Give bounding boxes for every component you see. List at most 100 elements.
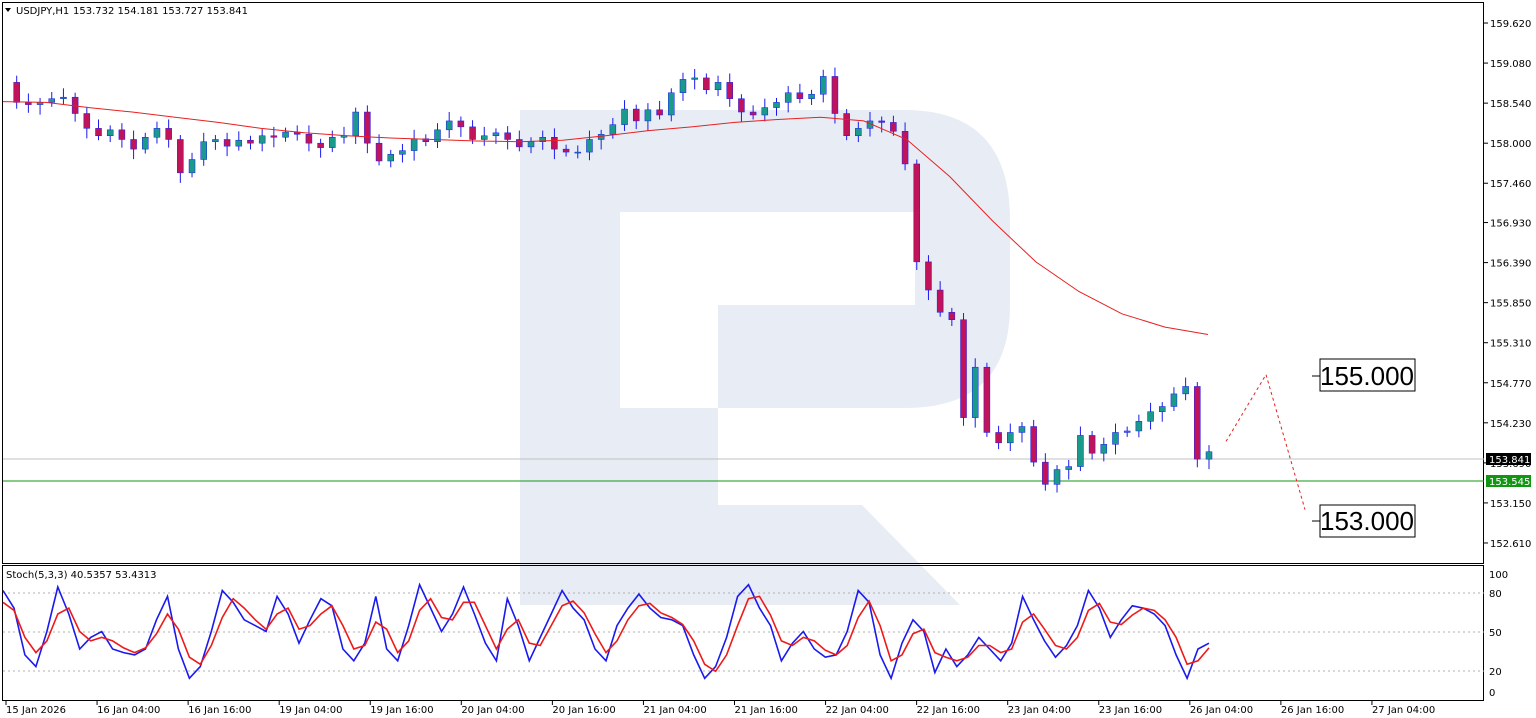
candle-body [317, 142, 324, 148]
candle [773, 97, 780, 116]
main-pane-frame [2, 2, 1484, 564]
x-tick-label: 23 Jan 16:00 [1099, 705, 1162, 716]
x-tick-label: 22 Jan 16:00 [917, 705, 980, 716]
candle-body [644, 109, 652, 122]
candle-body [773, 102, 780, 108]
candle [71, 92, 79, 122]
y-tick-label: 155.850 [1490, 299, 1531, 310]
candle-body [1135, 421, 1143, 432]
triangle-down-icon[interactable] [5, 8, 11, 12]
candle [714, 75, 722, 97]
candle-body [586, 139, 593, 153]
candle-body [691, 77, 698, 80]
candle-body [352, 111, 359, 137]
stoch-level-label: 0 [1489, 688, 1495, 699]
candle-body [118, 129, 126, 140]
price-axis[interactable]: 159.620 159.080 158.540 158.000 157.460 156.9… [1484, 19, 1531, 550]
candle-body [1065, 466, 1072, 470]
x-tick-label: 19 Jan 16:00 [370, 705, 433, 716]
x-tick-label: 19 Jan 04:00 [279, 705, 342, 716]
candle [258, 129, 266, 152]
candle-body [995, 432, 1002, 444]
candle-body [574, 151, 582, 154]
candle [1194, 382, 1201, 468]
candle-body [1077, 435, 1084, 467]
candle [118, 123, 126, 148]
candle-body [1053, 469, 1061, 485]
candle-body [784, 92, 792, 103]
candle [1007, 423, 1014, 451]
candle-body [925, 261, 932, 291]
candle [960, 313, 967, 426]
candle-body [200, 141, 207, 160]
candle [621, 100, 628, 131]
target-high-label: 155.000 [1320, 361, 1414, 391]
candle [808, 89, 815, 105]
target-low-label: 153.000 [1320, 506, 1414, 536]
candle-body [410, 138, 418, 151]
candle [410, 129, 418, 161]
candle-body [481, 135, 488, 140]
candle [247, 135, 254, 150]
candle [223, 132, 231, 157]
candle [656, 100, 663, 120]
forecast-path [1225, 373, 1306, 510]
candle-body [855, 128, 862, 137]
candle [668, 88, 675, 122]
candle [1042, 453, 1049, 491]
candle-body [831, 76, 839, 114]
target-high-box[interactable] [1319, 358, 1416, 392]
current-price-tag [1486, 453, 1531, 465]
candle [434, 123, 441, 149]
candle-body [364, 111, 371, 144]
candle [738, 94, 745, 123]
candle [317, 138, 324, 158]
candle-body [936, 289, 944, 313]
candle-body [609, 124, 617, 135]
candle-body [153, 128, 161, 138]
candle-body [726, 82, 733, 99]
candle [726, 73, 733, 107]
y-tick-label: 158.540 [1490, 99, 1531, 110]
candle [948, 307, 956, 327]
candle-body [130, 139, 137, 150]
candle [153, 121, 161, 144]
candle [270, 126, 278, 148]
target-low-box[interactable] [1319, 504, 1416, 538]
candle-body [948, 312, 956, 320]
moving-average-line [2, 101, 1209, 335]
y-tick-label: 155.310 [1490, 339, 1531, 350]
candle [586, 130, 593, 161]
candle-body [1030, 426, 1037, 463]
candle-body [188, 159, 196, 174]
x-tick-label: 21 Jan 04:00 [643, 705, 706, 716]
time-axis[interactable]: 15 Jan 2026 16 Jan 04:00 16 Jan 16:00 19 Ja… [5, 701, 1435, 716]
candle-body [703, 77, 710, 91]
candle [165, 119, 172, 148]
candle [562, 144, 570, 157]
y-tick-label: 156.930 [1490, 219, 1531, 230]
y-tick-label: 152.610 [1490, 539, 1531, 550]
candle [177, 135, 184, 183]
candle-body [901, 131, 909, 165]
y-tick-label: 154.770 [1490, 379, 1531, 390]
candle-body [83, 113, 91, 129]
candle [83, 106, 91, 139]
candle [1077, 426, 1084, 472]
candle-body [527, 141, 535, 148]
candle [1123, 426, 1131, 437]
candle [516, 130, 523, 152]
candle [399, 143, 406, 163]
candle-body [434, 129, 441, 142]
indicator-pane-frame [2, 565, 1484, 701]
candle-body [270, 135, 278, 138]
candle-body [1170, 393, 1178, 407]
candle [925, 255, 932, 301]
stoch-label: Stoch(5,3,3) 40.5357 53.4313 [6, 570, 157, 581]
candle [936, 281, 944, 317]
candle [855, 121, 862, 143]
x-tick-label: 26 Jan 16:00 [1281, 705, 1344, 716]
candle-body [971, 366, 979, 418]
candle-body [1194, 386, 1201, 460]
